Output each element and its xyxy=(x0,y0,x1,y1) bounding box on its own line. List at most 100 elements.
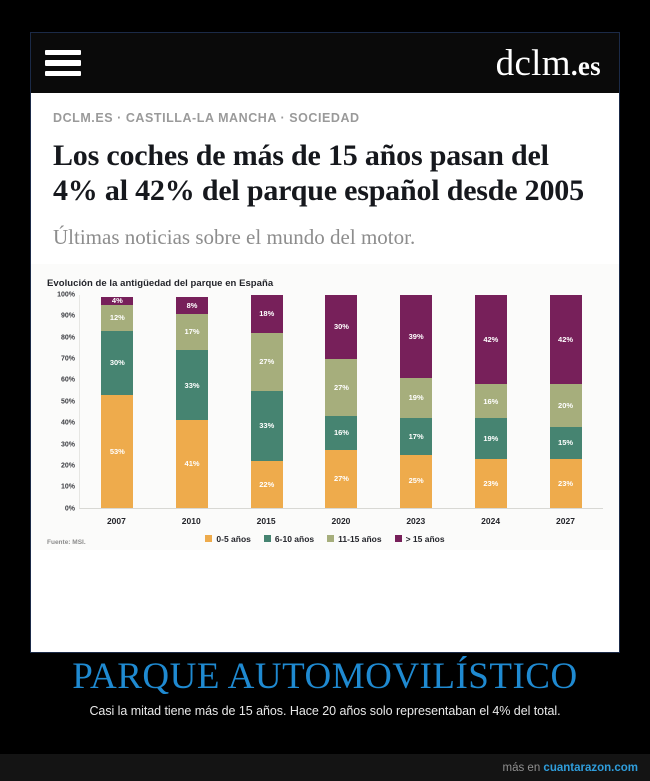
bar-column[interactable]: 8% 17% 33% 41% xyxy=(176,295,209,508)
x-axis-tick: 2024 xyxy=(481,515,501,526)
breadcrumb[interactable]: DCLM.ES · CASTILLA-LA MANCHA · SOCIEDAD xyxy=(53,111,360,125)
legend-item[interactable]: 0-5 años xyxy=(205,534,251,544)
caption-title: PARQUE AUTOMOVILÍSTICO xyxy=(72,656,578,697)
hamburger-bar xyxy=(45,70,81,76)
chart-title: Evolución de la antigüedad del parque en… xyxy=(47,277,274,289)
bar-column[interactable]: 42% 20% 15% 23% xyxy=(549,294,582,508)
bar-segment[interactable]: 23% xyxy=(474,458,507,508)
bar-segment-label: 20% xyxy=(558,400,574,410)
bar-column[interactable]: 30% 27% 16% 27% xyxy=(325,294,358,508)
bar-segment-label: 27% xyxy=(333,382,349,392)
legend-item[interactable]: 6-10 años xyxy=(263,533,315,544)
bar-segment[interactable]: 39% xyxy=(400,294,433,378)
y-axis-tick: 100% xyxy=(57,291,75,299)
bar-segment-label: 19% xyxy=(408,393,424,403)
y-axis-tick: 90% xyxy=(60,312,75,320)
site-logo[interactable]: dclm .es xyxy=(496,45,601,82)
bar-segment[interactable]: 27% xyxy=(325,450,358,508)
bar-segment-label: 39% xyxy=(408,331,424,341)
x-axis-tick: 2020 xyxy=(331,515,351,526)
bar-segment[interactable]: 33% xyxy=(250,390,283,461)
bar-segment-label: 12% xyxy=(109,313,125,323)
legend-label: 0-5 años xyxy=(216,533,251,544)
bar-segment[interactable]: 16% xyxy=(474,384,507,419)
bar-segment[interactable]: 18% xyxy=(250,294,283,334)
bar-column[interactable]: 39% 19% 17% 25% xyxy=(400,294,433,508)
bar-segment[interactable]: 12% xyxy=(101,305,134,332)
bar-segment[interactable]: 19% xyxy=(474,418,507,459)
x-axis-tick: 2007 xyxy=(106,515,126,526)
footer-prefix: más en xyxy=(502,761,544,774)
bar-segment[interactable]: 8% xyxy=(176,296,209,314)
bar-segment[interactable]: 15% xyxy=(549,426,582,459)
bar-segment[interactable]: 42% xyxy=(474,294,507,385)
bar-column[interactable]: 4% 12% 30% 53% xyxy=(101,295,134,508)
bar-segment[interactable]: 23% xyxy=(549,458,582,508)
bar-segment-label: 18% xyxy=(259,309,275,319)
bar-segment-label: 23% xyxy=(483,478,499,488)
legend-swatch-icon xyxy=(394,535,402,543)
bar-segment[interactable]: 41% xyxy=(176,420,209,508)
bar-column[interactable]: 18% 27% 33% 22% xyxy=(250,294,283,508)
y-axis-tick: 40% xyxy=(60,419,75,427)
bar-segment-label: 19% xyxy=(483,433,499,443)
bar-column[interactable]: 42% 16% 19% 23% xyxy=(474,294,507,508)
bar-segment-label: 23% xyxy=(558,478,574,488)
bar-segment[interactable]: 53% xyxy=(101,394,134,508)
chart-container: Evolución de la antigüedad del parque en… xyxy=(31,263,619,550)
bar-segment[interactable]: 19% xyxy=(400,377,433,419)
hamburger-bar xyxy=(45,60,81,66)
bar-segment-label: 16% xyxy=(333,428,349,438)
hamburger-bar xyxy=(45,50,81,56)
legend-swatch-icon xyxy=(327,535,335,543)
footer-site-link[interactable]: cuantarazon.com xyxy=(543,761,638,774)
legend-label: 6-10 años xyxy=(274,533,315,544)
bar-segment-label: 27% xyxy=(259,357,275,367)
bar-group: 4% 12% 30% 53% 8% 17% 33% 41% 18% 27% 33% 22% 30% 27%… xyxy=(80,294,603,508)
bar-segment[interactable]: 17% xyxy=(176,313,209,351)
legend-swatch-icon xyxy=(205,535,213,543)
chart-legend: 0-5 años 6-10 años 11-15 años > 15 años xyxy=(47,534,603,544)
site-logo-tld: .es xyxy=(570,50,601,81)
article-subhead: Últimas noticias sobre el mundo del moto… xyxy=(53,224,416,249)
y-axis-tick: 10% xyxy=(60,483,75,491)
hamburger-icon[interactable] xyxy=(45,48,81,78)
y-axis-tick: 30% xyxy=(60,441,75,449)
bar-segment-label: 17% xyxy=(184,327,200,337)
bar-segment-label: 25% xyxy=(408,476,424,486)
bar-segment-label: 15% xyxy=(558,438,574,448)
footer-bar: más en cuantarazon.com xyxy=(0,754,650,781)
bar-segment-label: 33% xyxy=(259,421,275,431)
bar-segment[interactable]: 22% xyxy=(250,460,283,508)
legend-item[interactable]: 11-15 años xyxy=(327,533,382,544)
bar-segment[interactable]: 30% xyxy=(325,294,358,359)
bar-segment[interactable]: 25% xyxy=(400,454,433,508)
bar-segment[interactable]: 4% xyxy=(101,296,134,306)
legend-item[interactable]: > 15 años xyxy=(394,534,445,544)
bar-segment[interactable]: 16% xyxy=(325,416,358,451)
y-axis-tick: 80% xyxy=(60,334,75,342)
bar-segment-label: 17% xyxy=(408,431,424,441)
y-axis-tick: 70% xyxy=(60,355,75,363)
bar-segment[interactable]: 17% xyxy=(400,418,433,455)
bar-segment-label: 42% xyxy=(558,334,574,344)
x-axis-tick: 2023 xyxy=(406,515,426,526)
bar-segment-label: 33% xyxy=(184,380,200,390)
y-axis-tick: 0% xyxy=(64,505,75,513)
bar-segment[interactable]: 27% xyxy=(250,333,283,391)
bar-segment[interactable]: 42% xyxy=(549,294,582,385)
site-header: dclm .es xyxy=(31,33,619,93)
page-title: Los coches de más de 15 años pasan del 4… xyxy=(53,139,584,207)
x-axis: 2007 2010 2015 2020 2023 2024 2027 xyxy=(79,509,603,526)
bar-segment[interactable]: 33% xyxy=(176,350,209,421)
bar-segment[interactable]: 27% xyxy=(325,358,358,417)
bar-segment[interactable]: 20% xyxy=(549,384,582,427)
x-axis-tick: 2015 xyxy=(256,515,276,526)
y-axis-tick: 50% xyxy=(60,398,75,406)
legend-label: 11-15 años xyxy=(338,533,382,544)
bar-segment-label: 53% xyxy=(109,446,125,456)
plot-canvas: 4% 12% 30% 53% 8% 17% 33% 41% 18% 27% 33% 22% 30% 27%… xyxy=(79,294,603,509)
bar-segment[interactable]: 30% xyxy=(101,331,134,395)
footer-credit[interactable]: más en cuantarazon.com xyxy=(503,762,639,774)
